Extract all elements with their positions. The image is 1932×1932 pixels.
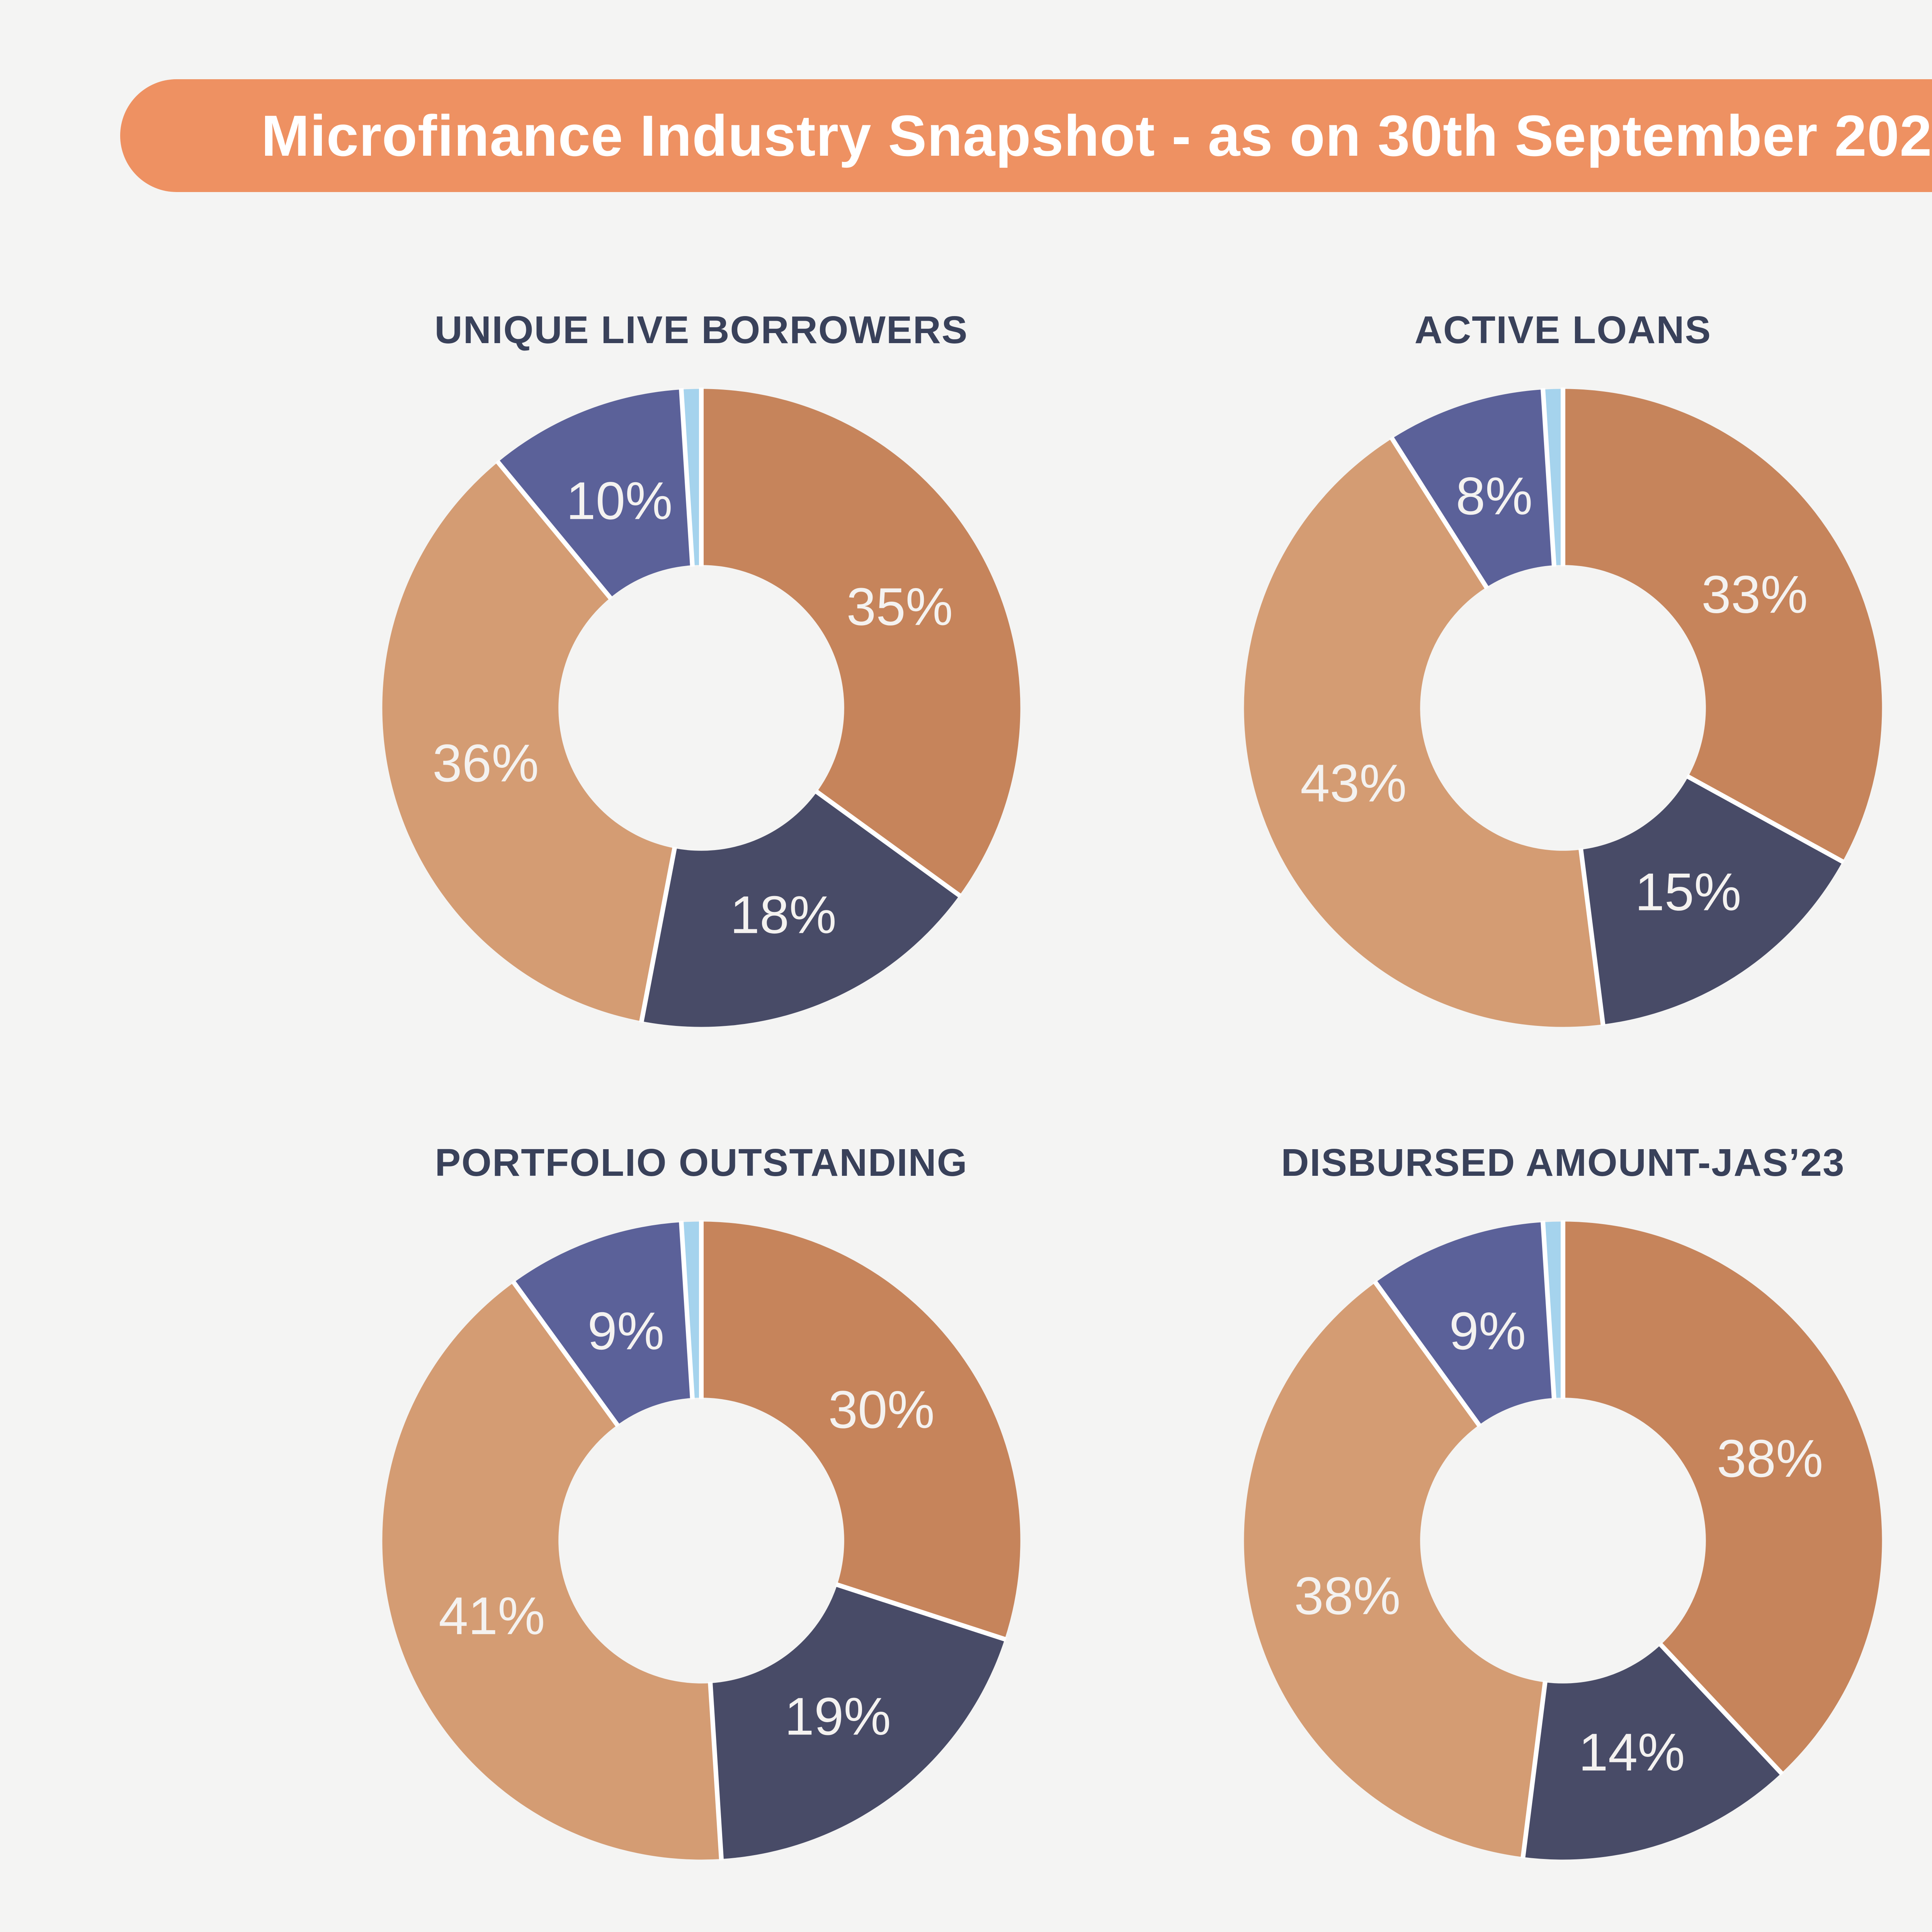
slice-separator	[1372, 1280, 1482, 1428]
donut-slice-nbfc-mfis	[382, 462, 675, 1021]
slice-separator	[639, 846, 677, 1023]
donut-slice-sfbs	[1523, 1645, 1782, 1860]
slice-label: 19%	[784, 1687, 891, 1746]
slice-label: 14%	[1578, 1723, 1685, 1782]
slice-label: 41%	[439, 1586, 545, 1646]
slice-separator	[1658, 1642, 1784, 1776]
slice-label: 10%	[566, 471, 672, 531]
donut-slice-nbfc-mfis	[382, 1282, 721, 1860]
slice-label: 8%	[1456, 466, 1533, 526]
donut-chart-active-loans: 33% 15% 43% 8%	[1231, 376, 1895, 1040]
slice-separator	[835, 1582, 1007, 1642]
slice-label: 18%	[730, 885, 836, 945]
donut-slice-banks	[1563, 389, 1882, 862]
donut-slice-banks	[701, 1221, 1020, 1639]
slice-separator	[814, 789, 962, 898]
chart-title-disbursed-amount: DISBURSED AMOUNT-JAS’23	[1281, 1141, 1845, 1184]
chart-block-active-loans: ACTIVE LOANS 33% 15% 43% 8%	[1132, 308, 1932, 1040]
donut-chart-unique-live-borrowers: 35% 18% 36% 10%	[369, 376, 1034, 1040]
slice-separator	[1520, 1680, 1548, 1859]
donut-slice-sfbs	[710, 1585, 1005, 1859]
donut-slice-nbfcs	[1392, 389, 1554, 587]
slice-separator	[495, 459, 613, 600]
donut-slice-nbfc-mfis	[1244, 1282, 1545, 1857]
slice-separator	[1578, 848, 1605, 1026]
donut-slice-banks	[1563, 1221, 1882, 1773]
infographic-page: Microfinance Industry Snapshot - as on 3…	[0, 79, 1932, 1932]
donut-slice-nbfc-mfis	[1244, 438, 1603, 1027]
donut-svg: 35% 18% 36% 10%	[382, 387, 1020, 1027]
donut-slice-nbfcs	[1375, 1222, 1554, 1425]
slice-separator	[1686, 774, 1845, 864]
slice-label: 9%	[587, 1301, 664, 1361]
donut-chart-disbursed-amount: 38% 14% 38% 9%	[1231, 1208, 1895, 1873]
slice-label: 33%	[1701, 565, 1808, 624]
slice-label: 15%	[1635, 862, 1741, 922]
donut-slice-sfbs	[1581, 777, 1843, 1025]
slice-separator	[679, 1221, 695, 1400]
donut-svg: 30% 19% 41% 9%	[382, 1220, 1020, 1861]
charts-grid: UNIQUE LIVE BORROWERS 35% 18% 36% 10% ACTIV…	[270, 308, 1932, 1873]
slice-label: 43%	[1300, 753, 1406, 813]
slice-label: 9%	[1449, 1301, 1526, 1361]
page-title: Microfinance Industry Snapshot - as on 3…	[261, 103, 1932, 168]
slice-separator	[1540, 388, 1557, 567]
slice-label: 36%	[432, 733, 539, 793]
donut-svg: 38% 14% 38% 9%	[1244, 1220, 1882, 1860]
slice-label: 35%	[847, 577, 953, 636]
chart-title-active-loans: ACTIVE LOANS	[1414, 308, 1712, 352]
slice-separator	[707, 1682, 724, 1861]
slice-label: 38%	[1294, 1566, 1400, 1626]
chart-block-unique-live-borrowers: UNIQUE LIVE BORROWERS 35% 18% 36% 10%	[270, 308, 1132, 1040]
slice-separator	[1389, 436, 1489, 590]
donut-svg: 33% 15% 43% 8%	[1244, 387, 1882, 1027]
header-banner: Microfinance Industry Snapshot - as on 3…	[120, 79, 1932, 192]
slice-label: 38%	[1717, 1429, 1823, 1488]
slice-separator	[511, 1280, 620, 1428]
donut-slice-sfbs	[641, 792, 959, 1027]
slice-separator	[679, 388, 695, 567]
slice-label: 30%	[828, 1380, 934, 1439]
donut-slice-banks	[701, 389, 1020, 896]
slice-separator	[1540, 1221, 1557, 1400]
chart-block-disbursed-amount: DISBURSED AMOUNT-JAS’23 38% 14% 38% 9%	[1132, 1141, 1932, 1873]
chart-title-portfolio-outstanding: PORTFOLIO OUTSTANDING	[435, 1141, 968, 1184]
donut-chart-portfolio-outstanding: 30% 19% 41% 9%	[369, 1208, 1034, 1873]
chart-title-unique-live-borrowers: UNIQUE LIVE BORROWERS	[434, 308, 968, 352]
donut-slice-nbfcs	[498, 389, 692, 598]
chart-block-portfolio-outstanding: PORTFOLIO OUTSTANDING 30% 19% 41% 9%	[270, 1141, 1132, 1873]
donut-slice-nbfcs	[514, 1222, 692, 1425]
